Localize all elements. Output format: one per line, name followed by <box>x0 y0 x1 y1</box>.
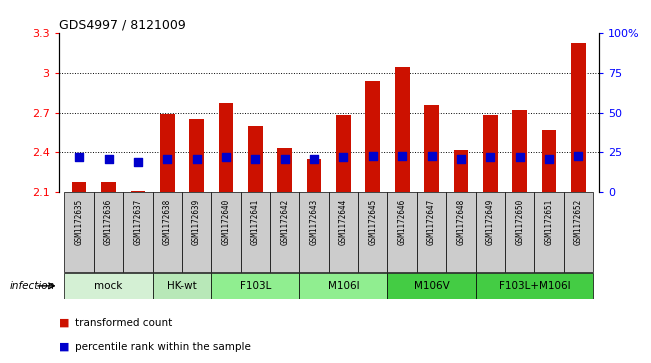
Bar <box>483 115 497 192</box>
Text: GSM1172652: GSM1172652 <box>574 199 583 245</box>
Text: GSM1172642: GSM1172642 <box>280 199 289 245</box>
FancyBboxPatch shape <box>94 192 123 272</box>
Point <box>514 154 525 160</box>
FancyBboxPatch shape <box>476 273 593 299</box>
Point <box>339 154 349 160</box>
Bar <box>219 103 233 192</box>
FancyBboxPatch shape <box>64 192 94 272</box>
FancyBboxPatch shape <box>505 192 534 272</box>
Point <box>74 154 85 160</box>
Text: ■: ■ <box>59 318 69 328</box>
Bar <box>336 115 351 192</box>
Text: GSM1172636: GSM1172636 <box>104 199 113 245</box>
Text: M106V: M106V <box>413 281 449 291</box>
FancyBboxPatch shape <box>446 192 476 272</box>
Bar <box>189 119 204 192</box>
Point <box>426 153 437 159</box>
Point <box>573 153 583 159</box>
FancyBboxPatch shape <box>387 273 476 299</box>
Text: ■: ■ <box>59 342 69 352</box>
FancyBboxPatch shape <box>212 192 241 272</box>
Text: GDS4997 / 8121009: GDS4997 / 8121009 <box>59 19 186 32</box>
Text: GSM1172650: GSM1172650 <box>515 199 524 245</box>
FancyBboxPatch shape <box>534 192 564 272</box>
FancyBboxPatch shape <box>241 192 270 272</box>
Point <box>104 156 114 162</box>
Text: GSM1172639: GSM1172639 <box>192 199 201 245</box>
Bar <box>72 182 87 192</box>
Bar <box>277 148 292 192</box>
Text: GSM1172641: GSM1172641 <box>251 199 260 245</box>
Bar <box>101 182 116 192</box>
Text: GSM1172635: GSM1172635 <box>75 199 83 245</box>
Text: GSM1172645: GSM1172645 <box>368 199 378 245</box>
FancyBboxPatch shape <box>299 192 329 272</box>
Text: GSM1172637: GSM1172637 <box>133 199 143 245</box>
Text: GSM1172643: GSM1172643 <box>310 199 318 245</box>
Point <box>279 156 290 162</box>
Text: M106I: M106I <box>327 281 359 291</box>
FancyBboxPatch shape <box>476 192 505 272</box>
Bar <box>307 159 322 192</box>
Point <box>368 153 378 159</box>
Bar <box>542 130 557 192</box>
Bar <box>512 110 527 192</box>
Bar <box>365 81 380 192</box>
Text: GSM1172638: GSM1172638 <box>163 199 172 245</box>
Bar <box>160 114 174 192</box>
Bar <box>571 43 586 192</box>
Point <box>162 156 173 162</box>
Text: mock: mock <box>94 281 122 291</box>
Text: GSM1172649: GSM1172649 <box>486 199 495 245</box>
Point <box>191 156 202 162</box>
Text: GSM1172648: GSM1172648 <box>456 199 465 245</box>
FancyBboxPatch shape <box>387 192 417 272</box>
Text: F103L+M106I: F103L+M106I <box>499 281 570 291</box>
Text: GSM1172647: GSM1172647 <box>427 199 436 245</box>
FancyBboxPatch shape <box>299 273 387 299</box>
Point <box>456 156 466 162</box>
Point <box>250 156 260 162</box>
FancyBboxPatch shape <box>152 192 182 272</box>
Text: percentile rank within the sample: percentile rank within the sample <box>75 342 251 352</box>
Point <box>397 153 408 159</box>
Point <box>544 156 554 162</box>
Point <box>485 154 495 160</box>
Bar <box>248 126 263 192</box>
Text: GSM1172644: GSM1172644 <box>339 199 348 245</box>
FancyBboxPatch shape <box>64 273 152 299</box>
Bar <box>454 150 468 192</box>
FancyBboxPatch shape <box>358 192 387 272</box>
Bar <box>131 191 145 192</box>
Text: GSM1172646: GSM1172646 <box>398 199 407 245</box>
Text: GSM1172651: GSM1172651 <box>544 199 553 245</box>
Text: GSM1172640: GSM1172640 <box>221 199 230 245</box>
Bar <box>424 105 439 192</box>
Bar <box>395 67 409 192</box>
FancyBboxPatch shape <box>564 192 593 272</box>
Text: infection: infection <box>10 281 55 291</box>
FancyBboxPatch shape <box>270 192 299 272</box>
Point <box>133 159 143 165</box>
FancyBboxPatch shape <box>152 273 212 299</box>
FancyBboxPatch shape <box>329 192 358 272</box>
FancyBboxPatch shape <box>182 192 212 272</box>
Text: F103L: F103L <box>240 281 271 291</box>
Point <box>221 154 231 160</box>
FancyBboxPatch shape <box>212 273 299 299</box>
Point <box>309 156 319 162</box>
Text: transformed count: transformed count <box>75 318 172 328</box>
FancyBboxPatch shape <box>417 192 446 272</box>
FancyBboxPatch shape <box>123 192 152 272</box>
Text: HK-wt: HK-wt <box>167 281 197 291</box>
